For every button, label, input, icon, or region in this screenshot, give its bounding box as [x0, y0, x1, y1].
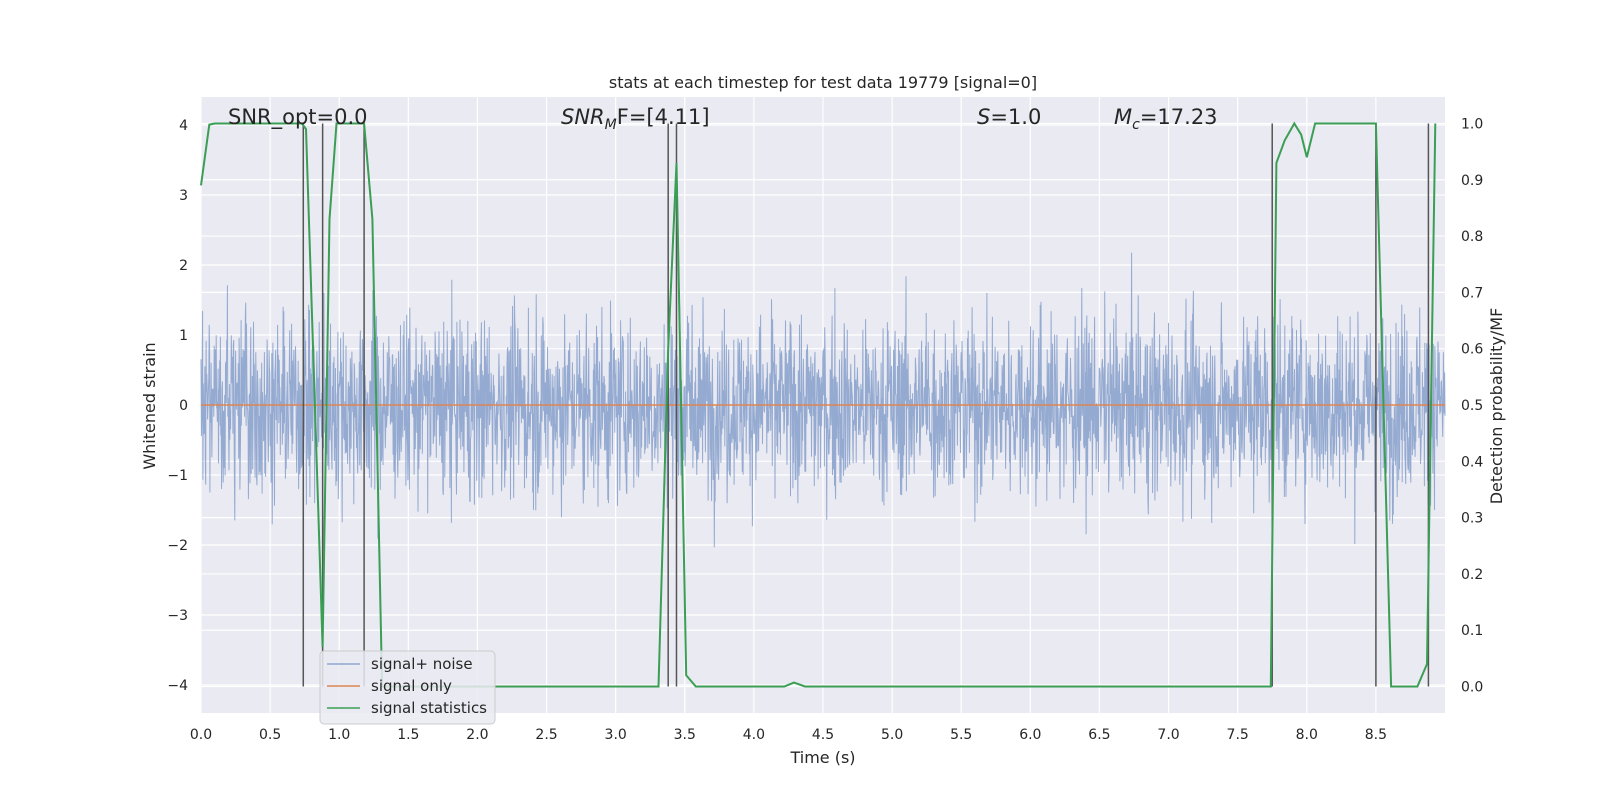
x-tick-label-13: 6.5 [1088, 727, 1110, 743]
y-tick-label-8: −4 [167, 678, 188, 694]
annotation-mc-base: M [1114, 105, 1132, 129]
signal-noise-line [200, 252, 1446, 548]
x-tick-label-1: 0.5 [259, 727, 281, 743]
x-tick-label-14: 7.0 [1157, 727, 1179, 743]
series-signal-noise [200, 252, 1446, 548]
y2-tick-label-1: 0.9 [1461, 173, 1483, 189]
x-axis-label: Time (s) [789, 748, 855, 767]
y2-tick-label-8: 0.2 [1461, 567, 1483, 583]
y-tick-label-7: −3 [167, 608, 188, 624]
annotation-mc-sub: c [1132, 117, 1140, 133]
y-tick-label-4: 0 [179, 398, 188, 414]
y-tick-label-3: 1 [179, 328, 188, 344]
annotation-s-rest: =1.0 [990, 105, 1041, 129]
y-tick-labels: 4 3 2 1 0 −1 −2 −3 −4 [167, 118, 188, 694]
x-tick-label-9: 4.5 [812, 727, 834, 743]
y-tick-label-0: 4 [179, 118, 188, 134]
x-tick-label-7: 3.5 [674, 727, 696, 743]
x-tick-label-11: 5.5 [950, 727, 972, 743]
annotation-snr-mf: SNRMF=[4.11] [561, 105, 710, 133]
y2-tick-label-2: 0.8 [1461, 229, 1483, 245]
annotation-snr-mf-base: SNR [561, 105, 605, 129]
legend-label-signal-statistics: signal statistics [371, 699, 487, 717]
annotation-mc-rest: =17.23 [1140, 105, 1218, 129]
legend-label-signal-noise: signal+ noise [371, 655, 473, 673]
x-tick-label-6: 3.0 [605, 727, 627, 743]
y2-axis-label: Detection probability/MF [1487, 308, 1506, 505]
x-tick-label-5: 2.5 [535, 727, 557, 743]
y-tick-label-2: 2 [179, 258, 188, 274]
annotation-snr-mf-rest: F=[4.11] [617, 105, 710, 129]
x-tick-label-10: 5.0 [881, 727, 903, 743]
x-tick-label-17: 8.5 [1365, 727, 1387, 743]
chart-title: stats at each timestep for test data 197… [609, 73, 1037, 92]
y2-tick-label-5: 0.5 [1461, 398, 1483, 414]
y2-tick-label-4: 0.6 [1461, 342, 1483, 358]
x-tick-label-0: 0.0 [190, 727, 212, 743]
x-tick-label-8: 4.0 [743, 727, 765, 743]
signal-statistics-line [200, 121, 1437, 688]
y2-tick-label-9: 0.1 [1461, 623, 1483, 639]
y2-tick-label-3: 0.7 [1461, 285, 1483, 301]
x-tick-label-4: 2.0 [466, 727, 488, 743]
legend-label-signal-only: signal only [371, 677, 452, 695]
y-tick-label-6: −2 [167, 538, 188, 554]
annotation-s: S=1.0 [977, 105, 1041, 129]
y-tick-label-1: 3 [179, 188, 188, 204]
y2-tick-label-0: 1.0 [1461, 116, 1483, 132]
annotation-snr-mf-sub: M [605, 117, 617, 133]
x-tick-label-15: 7.5 [1227, 727, 1249, 743]
series-signal-statistics [200, 121, 1437, 688]
y2-tick-label-10: 0.0 [1461, 680, 1483, 696]
y2-tick-label-6: 0.4 [1461, 454, 1483, 470]
y2-tick-label-7: 0.3 [1461, 511, 1483, 527]
annotation-snr-opt: SNR_opt=0.0 [228, 105, 368, 130]
x-tick-label-2: 1.0 [328, 727, 350, 743]
y-tick-label-5: −1 [167, 468, 188, 484]
x-tick-label-3: 1.5 [397, 727, 419, 743]
annotation-s-base: S [977, 105, 990, 129]
legend-box [319, 650, 496, 725]
legend: signal+ noise signal only signal statist… [319, 650, 496, 725]
y2-tick-labels: 1.0 0.9 0.8 0.7 0.6 0.5 0.4 0.3 0.2 0.1 0.0 [1461, 116, 1483, 695]
x-tick-label-16: 8.0 [1296, 727, 1318, 743]
x-tick-labels: 0.0 0.5 1.0 1.5 2.0 2.5 3.0 3.5 4.0 4.5 5.0 5.5 6.0 6… [190, 727, 1387, 743]
y-axis-label: Whitened strain [140, 342, 159, 469]
x-tick-label-12: 6.0 [1019, 727, 1041, 743]
annotation-mc: Mc=17.23 [1114, 105, 1218, 133]
